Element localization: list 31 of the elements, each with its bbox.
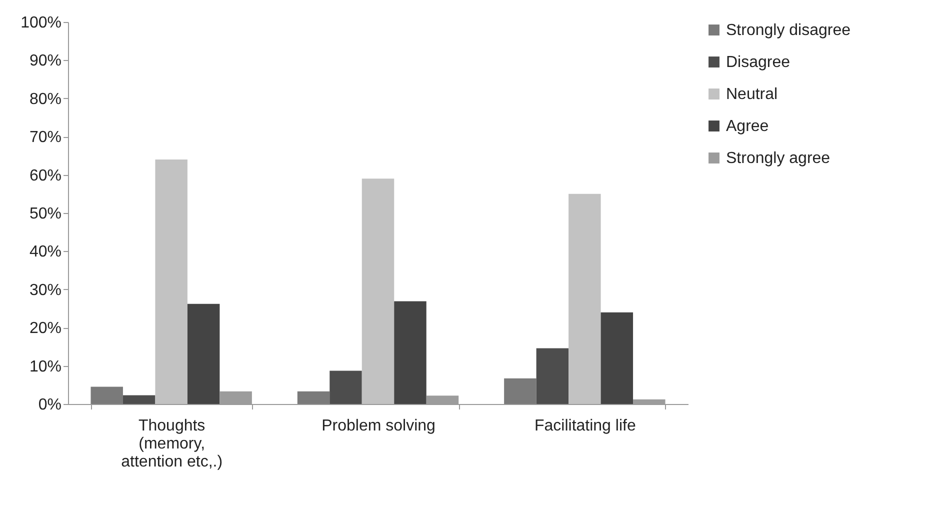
bar (187, 304, 220, 404)
bar (122, 395, 156, 404)
bar (568, 194, 601, 404)
y-tick-label: 70% (29, 129, 62, 146)
x-tick-label: Facilitating life (534, 418, 636, 434)
bar (394, 301, 426, 404)
y-tick-label: 60% (29, 167, 62, 184)
y-tick-label: 40% (29, 244, 62, 261)
x-tick-label: Thoughts (memory, attention etc,.) (121, 418, 223, 470)
legend-label: Strongly agree (726, 150, 830, 167)
y-tick-label: 50% (29, 206, 62, 222)
bar (90, 386, 123, 404)
y-tick-label: 0% (38, 396, 62, 414)
legend-label: Neutral (726, 86, 778, 103)
bar (297, 391, 330, 404)
y-tick-label: 30% (29, 282, 62, 299)
legend-label: Disagree (726, 54, 790, 71)
y-tick-label: 10% (29, 358, 62, 376)
y-tick-label: 80% (29, 90, 62, 108)
bar (504, 378, 536, 404)
y-tick-label: 100% (20, 14, 62, 32)
y-tick-label: 20% (29, 320, 62, 338)
legend-label: Strongly disagree (726, 22, 851, 39)
bar (536, 348, 569, 404)
y-tick-label: 90% (29, 52, 62, 70)
bar (600, 312, 634, 404)
legend-label: Agree (726, 118, 769, 135)
bar (330, 370, 362, 404)
bar (155, 160, 188, 404)
bar (362, 178, 394, 404)
x-tick-label: Problem solving (322, 418, 436, 434)
